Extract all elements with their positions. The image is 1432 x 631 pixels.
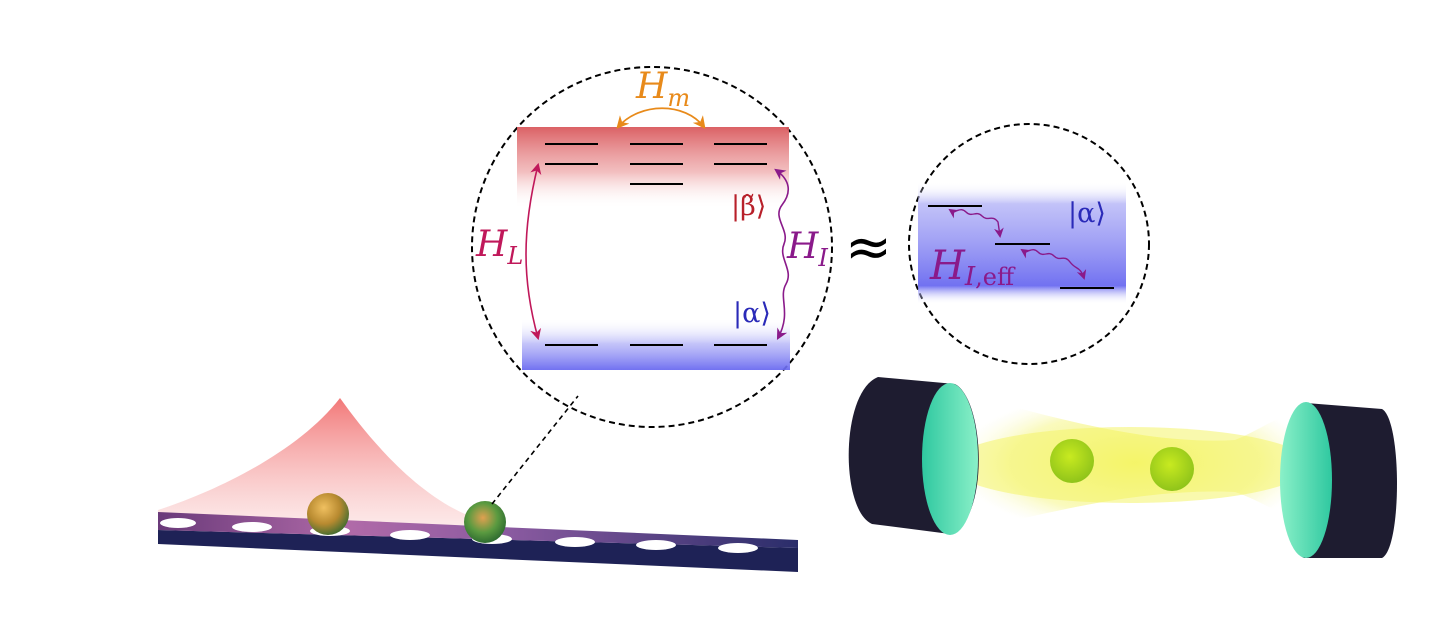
inset-outline-right [908, 123, 1150, 365]
emitter-sphere-2 [464, 501, 506, 543]
coupling-m-label: Hm [635, 66, 690, 112]
state-beta-label: |β̃⟩ [731, 191, 766, 222]
waveguide-scene [158, 395, 798, 572]
emitter-sphere-1 [307, 493, 349, 535]
effective-scheme-inset: |α⟩ HI,eff [908, 123, 1150, 365]
cavity-scene [848, 377, 1397, 558]
coupling-I-label: HI [786, 226, 828, 272]
excited-levels [545, 143, 767, 185]
waveguide-side [158, 530, 798, 572]
inset-outline [471, 66, 833, 428]
cavity-atom-2 [1150, 447, 1194, 491]
right-mirror-face [1280, 402, 1332, 558]
approx-symbol: ≈ [845, 215, 892, 280]
coupling-L-arrow [525, 162, 542, 341]
state-alpha-label-right: |α⟩ [1068, 198, 1106, 229]
coupling-L-label: HL [475, 224, 523, 270]
field-peak [158, 398, 480, 525]
effective-coupling-2 [1020, 248, 1087, 280]
effective-coupling-1 [948, 208, 1004, 238]
effective-levels [928, 205, 1114, 289]
cavity-beam-core [950, 427, 1310, 503]
cavity-atom-1 [1050, 439, 1094, 483]
excited-band [517, 127, 789, 209]
coupling-I-arrow [774, 168, 790, 340]
effective-coupling-label: HI,eff [929, 243, 1016, 292]
zoom-connector [491, 395, 579, 505]
coupling-m-arrow [616, 107, 706, 130]
left-mirror-face [922, 383, 978, 535]
level-scheme-inset: Hm HL HI |β̃⟩ |α⟩ [471, 66, 833, 428]
state-alpha-label: |α⟩ [733, 298, 771, 329]
